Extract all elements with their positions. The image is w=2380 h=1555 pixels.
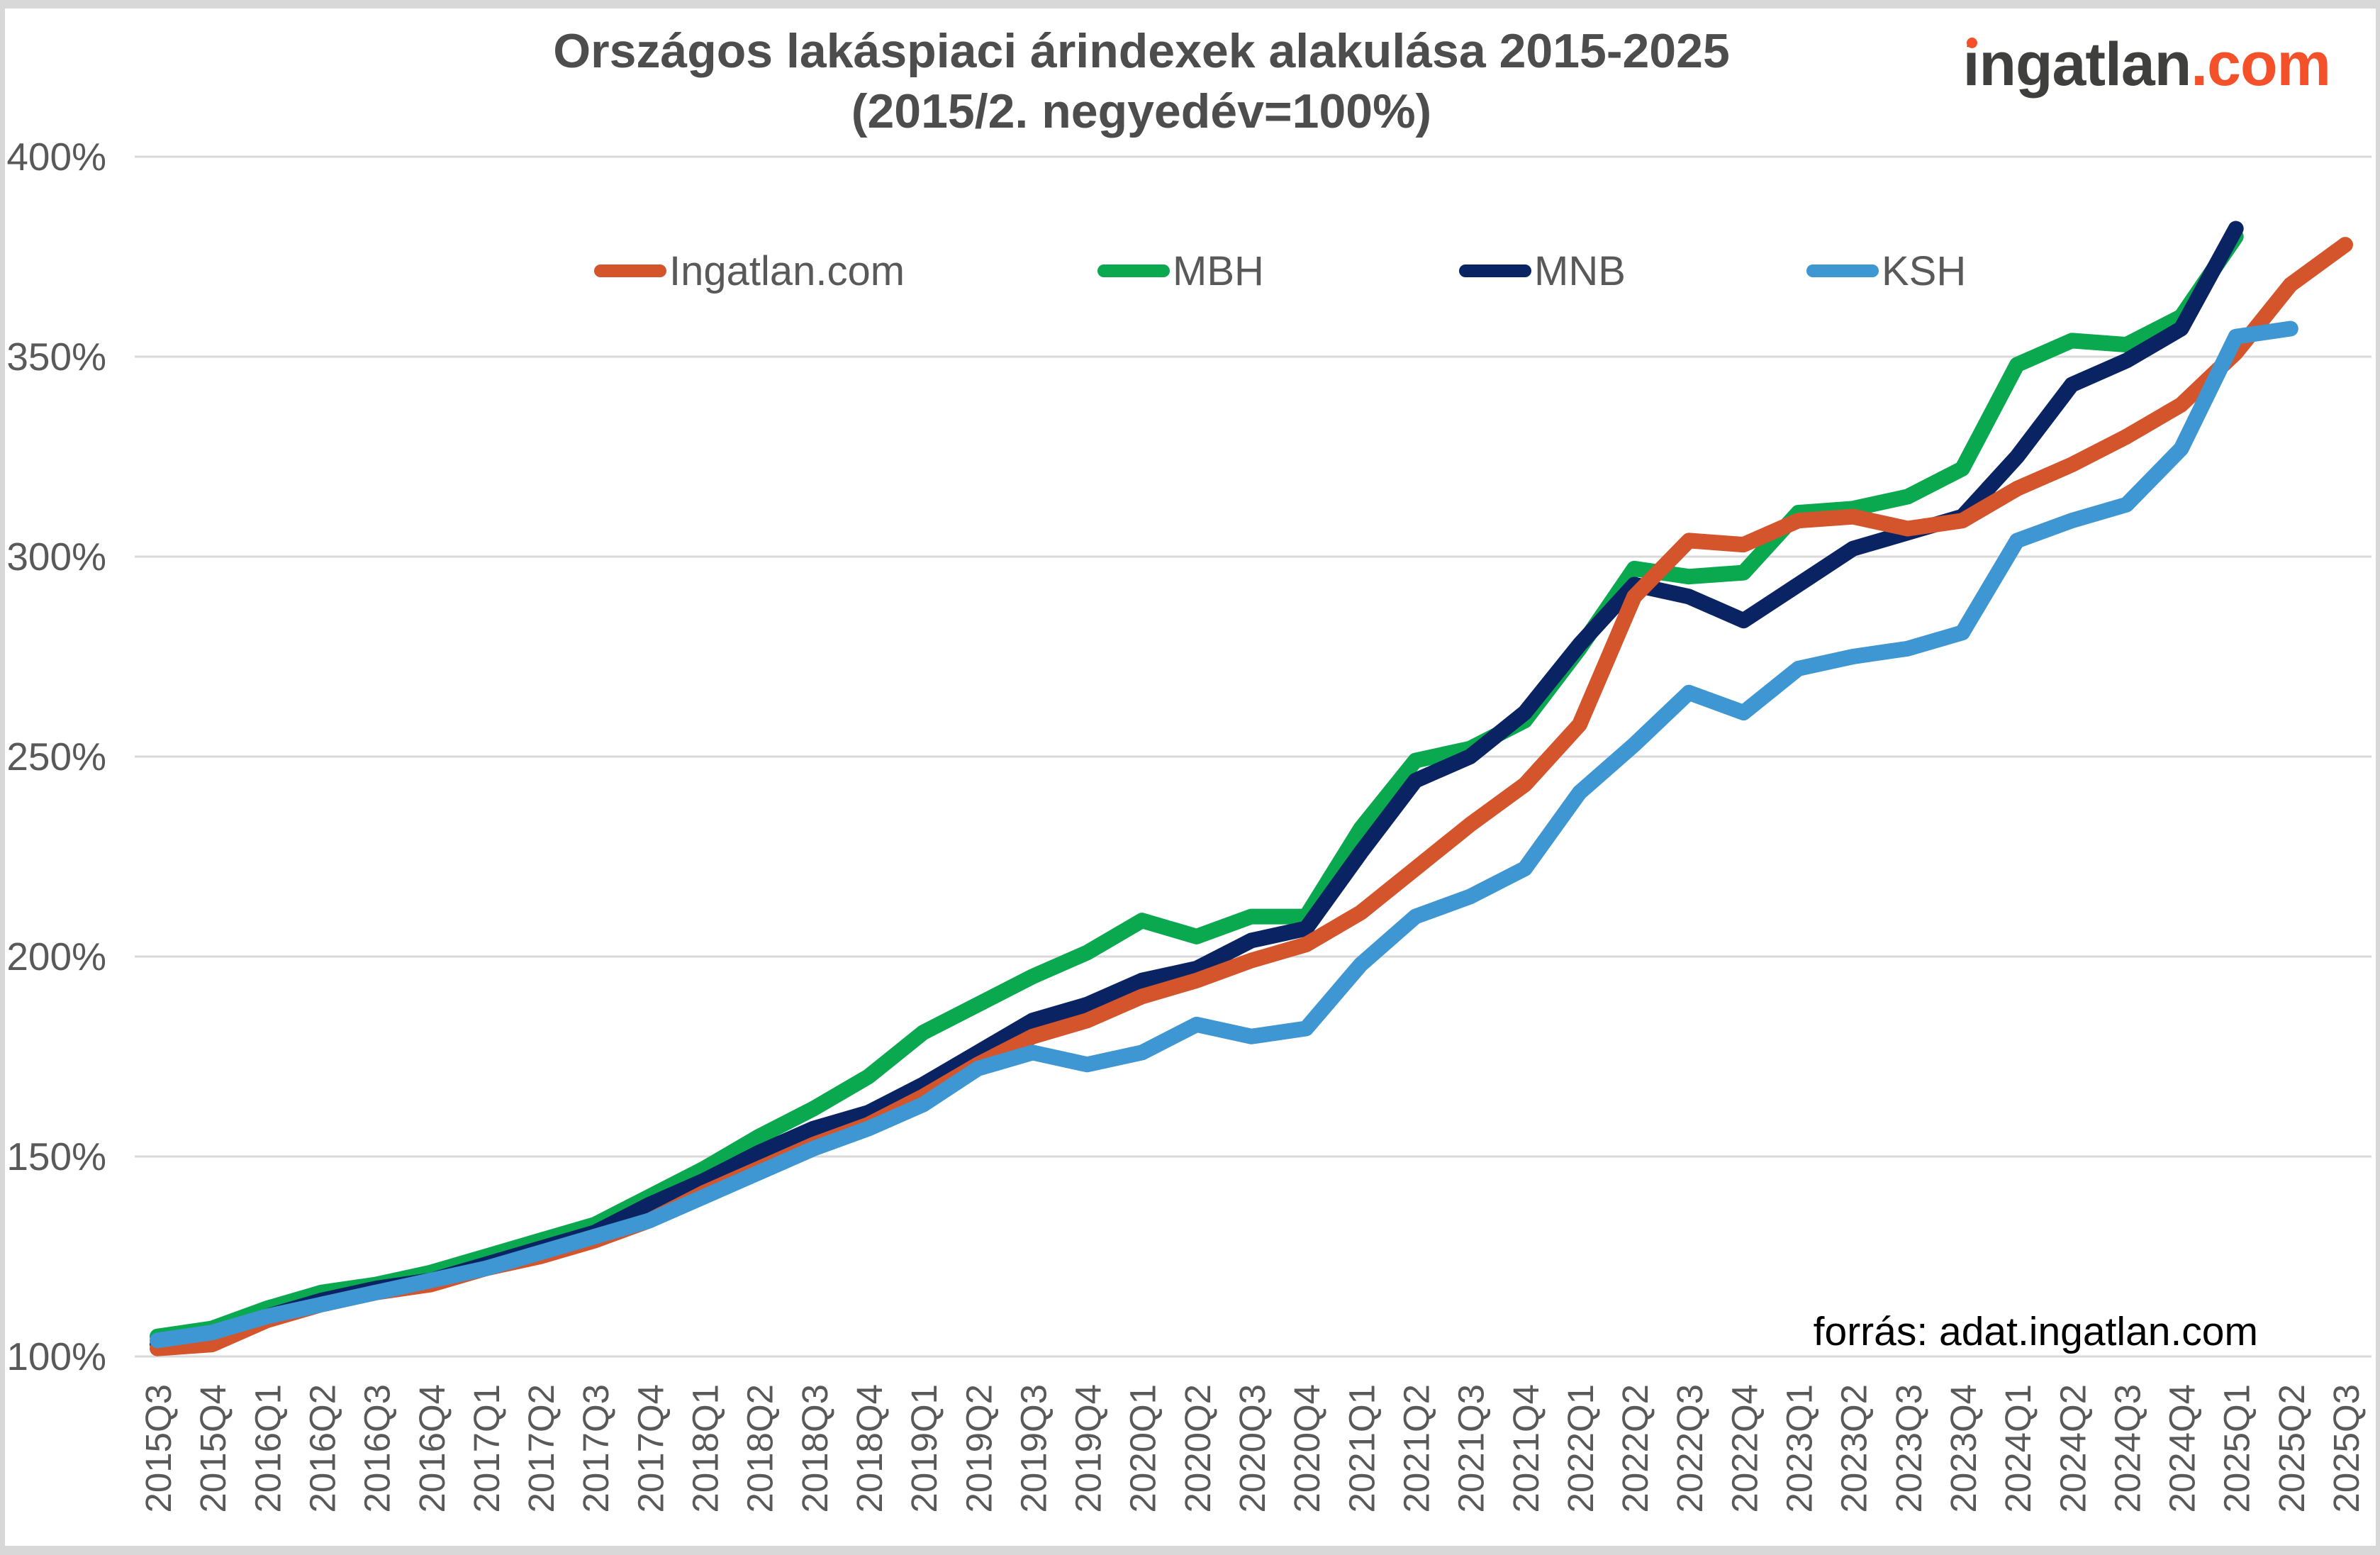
logo-text-suffix: .com xyxy=(2191,30,2331,99)
x-tick-label-2017Q4: 2017Q4 xyxy=(630,1384,671,1513)
legend-swatch-ksh xyxy=(1806,264,1879,277)
x-tick-label-2016Q2: 2016Q2 xyxy=(302,1384,342,1513)
source-caption: forrás: adat.ingatlan.com xyxy=(1813,1309,2258,1354)
series-line-ksh xyxy=(150,321,2298,1349)
x-tick-label-2018Q2: 2018Q2 xyxy=(740,1384,781,1513)
x-tick-label-2016Q4: 2016Q4 xyxy=(412,1384,452,1513)
x-tick-label-2022Q2: 2022Q2 xyxy=(1615,1384,1655,1513)
window-edge-bottom xyxy=(0,1546,2380,1555)
series-line-ingatlan-com xyxy=(150,237,2353,1356)
ingatlan-logo: ingatlan.com xyxy=(1962,30,2331,100)
x-tick-label-2018Q4: 2018Q4 xyxy=(849,1384,890,1513)
window-edge-right xyxy=(2376,0,2380,1555)
logo-text-main: ngatlan xyxy=(1979,30,2191,99)
legend-item-ksh: KSH xyxy=(1806,247,1967,294)
x-tick-label-2019Q4: 2019Q4 xyxy=(1068,1384,1109,1513)
x-tick-label-2022Q1: 2022Q1 xyxy=(1560,1384,1601,1513)
x-tick-label-2017Q2: 2017Q2 xyxy=(521,1384,562,1513)
x-tick-label-2016Q3: 2016Q3 xyxy=(357,1384,398,1513)
x-axis-tick-labels: 2015Q3 2015Q4 2016Q1 2016Q2 2016Q3 2016Q4 2017… xyxy=(138,1384,2367,1513)
y-tick-label-200: 200% xyxy=(6,935,106,979)
x-tick-label-2019Q2: 2019Q2 xyxy=(959,1384,999,1513)
legend-label-ksh: KSH xyxy=(1882,247,1967,294)
x-tick-label-2024Q1: 2024Q1 xyxy=(1998,1384,2038,1513)
legend-swatch-mnb xyxy=(1459,264,1531,277)
series-line-mnb xyxy=(150,221,2244,1353)
series-lines xyxy=(150,221,2353,1356)
series-line-mbh xyxy=(150,228,2244,1344)
x-tick-label-2017Q1: 2017Q1 xyxy=(466,1384,507,1513)
window-edge-top xyxy=(0,0,2380,9)
y-tick-label-100: 100% xyxy=(6,1334,106,1378)
y-tick-label-300: 300% xyxy=(6,535,106,579)
x-tick-label-2023Q4: 2023Q4 xyxy=(1943,1384,1984,1513)
x-tick-label-2016Q1: 2016Q1 xyxy=(247,1384,288,1513)
x-tick-label-2015Q3: 2015Q3 xyxy=(138,1384,179,1513)
window-edge-left xyxy=(0,0,5,1555)
legend-swatch-ingatlan xyxy=(594,264,666,277)
x-tick-label-2023Q2: 2023Q2 xyxy=(1834,1384,1875,1513)
x-tick-label-2020Q2: 2020Q2 xyxy=(1178,1384,1218,1513)
y-tick-label-250: 250% xyxy=(6,735,106,779)
x-tick-label-2018Q1: 2018Q1 xyxy=(686,1384,726,1513)
x-tick-label-2020Q3: 2020Q3 xyxy=(1232,1384,1273,1513)
x-tick-label-2021Q1: 2021Q1 xyxy=(1341,1384,1382,1513)
gridlines xyxy=(135,155,2371,1358)
y-tick-label-400: 400% xyxy=(6,135,106,179)
x-tick-label-2022Q4: 2022Q4 xyxy=(1724,1384,1765,1513)
x-tick-label-2024Q3: 2024Q3 xyxy=(2107,1384,2147,1513)
x-tick-label-2015Q4: 2015Q4 xyxy=(193,1384,233,1513)
x-tick-label-2024Q2: 2024Q2 xyxy=(2052,1384,2093,1513)
x-tick-label-2021Q4: 2021Q4 xyxy=(1506,1384,1546,1513)
x-tick-label-2025Q3: 2025Q3 xyxy=(2326,1384,2367,1513)
legend-swatch-mbh xyxy=(1097,264,1170,277)
legend-label-mbh: MBH xyxy=(1173,247,1264,294)
legend-item-mbh: MBH xyxy=(1097,247,1264,294)
chart-legend: Ingatlan.com MBH MNB KSH xyxy=(0,247,2380,294)
x-tick-label-2024Q4: 2024Q4 xyxy=(2162,1384,2203,1513)
chart-title-line1: Országos lakáspiaci árindexek alakulása … xyxy=(553,24,1730,78)
legend-item-ingatlan: Ingatlan.com xyxy=(594,247,905,294)
chart-title-line2: (2015/2. negyedév=100%) xyxy=(851,84,1432,138)
x-tick-label-2023Q3: 2023Q3 xyxy=(1889,1384,1929,1513)
x-tick-label-2022Q3: 2022Q3 xyxy=(1670,1384,1710,1513)
chart-title: Országos lakáspiaci árindexek alakulása … xyxy=(0,21,2283,142)
x-tick-label-2019Q3: 2019Q3 xyxy=(1013,1384,1054,1513)
y-tick-label-150: 150% xyxy=(6,1135,106,1178)
x-tick-label-2020Q1: 2020Q1 xyxy=(1123,1384,1163,1513)
x-tick-label-2021Q2: 2021Q2 xyxy=(1396,1384,1436,1513)
x-tick-label-2019Q1: 2019Q1 xyxy=(904,1384,944,1513)
y-tick-label-350: 350% xyxy=(6,335,106,379)
x-tick-label-2020Q4: 2020Q4 xyxy=(1287,1384,1327,1513)
logo-i-orange-dot: i xyxy=(1962,30,1980,99)
legend-item-mnb: MNB xyxy=(1459,247,1626,294)
legend-label-ingatlan: Ingatlan.com xyxy=(669,247,905,294)
legend-label-mnb: MNB xyxy=(1534,247,1626,294)
x-tick-label-2018Q3: 2018Q3 xyxy=(795,1384,835,1513)
x-tick-label-2023Q1: 2023Q1 xyxy=(1780,1384,1820,1513)
x-tick-label-2017Q3: 2017Q3 xyxy=(576,1384,616,1513)
y-axis-tick-labels: 400% 350% 300% 250% 200% 150% 100% xyxy=(6,135,106,1378)
x-tick-label-2021Q3: 2021Q3 xyxy=(1451,1384,1492,1513)
x-tick-label-2025Q1: 2025Q1 xyxy=(2217,1384,2257,1513)
x-tick-label-2025Q2: 2025Q2 xyxy=(2272,1384,2312,1513)
